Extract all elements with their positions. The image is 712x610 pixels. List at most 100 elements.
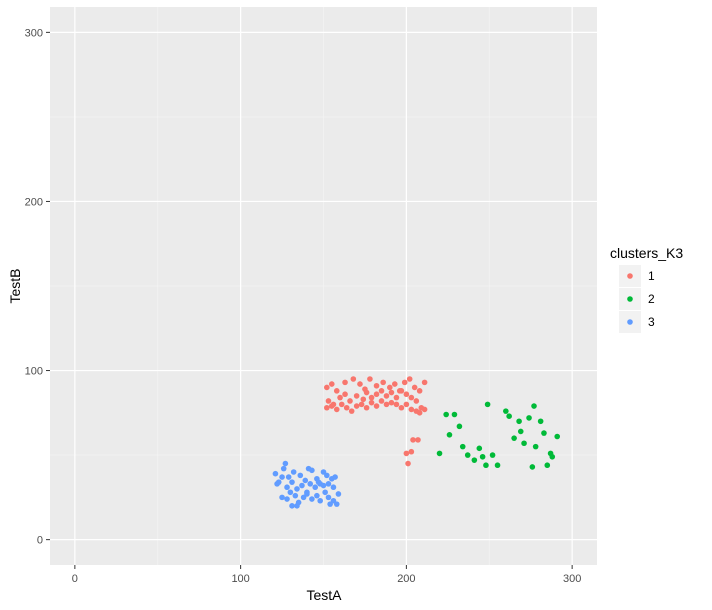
- point-cluster-2: [436, 450, 443, 457]
- point-cluster-3: [285, 474, 292, 480]
- point-cluster-1: [333, 406, 340, 413]
- point-cluster-1: [406, 376, 413, 382]
- point-cluster-2: [479, 453, 486, 460]
- point-cluster-1: [408, 448, 415, 455]
- point-cluster-3: [317, 497, 323, 504]
- point-cluster-1: [403, 391, 410, 398]
- x-axis-ticks: 0 100 200 300: [72, 565, 581, 585]
- point-cluster-1: [342, 391, 348, 398]
- point-cluster-3: [302, 477, 309, 484]
- point-cluster-3: [304, 491, 310, 497]
- point-cluster-1: [383, 393, 390, 399]
- point-cluster-1: [387, 384, 393, 391]
- point-cluster-2: [541, 430, 547, 436]
- point-cluster-3: [287, 489, 294, 496]
- point-cluster-1: [388, 399, 395, 406]
- point-cluster-1: [353, 393, 360, 399]
- x-tick-label: 100: [231, 573, 249, 585]
- point-cluster-3: [335, 491, 342, 497]
- point-cluster-3: [297, 472, 304, 479]
- y-tick-label: 300: [25, 27, 43, 39]
- point-cluster-3: [284, 484, 290, 491]
- point-cluster-1: [405, 460, 411, 467]
- point-cluster-1: [398, 404, 405, 411]
- point-cluster-3: [274, 481, 280, 487]
- point-cluster-2: [471, 457, 478, 463]
- legend-label: 1: [648, 269, 655, 283]
- point-cluster-1: [360, 396, 367, 403]
- y-tick-label: 200: [25, 196, 43, 208]
- point-cluster-1: [363, 404, 370, 411]
- point-cluster-2: [456, 423, 463, 430]
- point-cluster-1: [324, 404, 330, 411]
- major-gridlines: [50, 7, 597, 565]
- point-cluster-1: [367, 376, 373, 382]
- point-cluster-3: [272, 470, 279, 477]
- point-cluster-1: [413, 398, 420, 404]
- point-cluster-3: [307, 481, 314, 487]
- point-cluster-2: [464, 452, 471, 458]
- point-cluster-3: [312, 484, 319, 491]
- point-cluster-3: [289, 479, 295, 485]
- legend-title: clusters_K3: [610, 245, 683, 261]
- y-axis-ticks: 0 100 200 300: [25, 27, 50, 547]
- point-cluster-3: [320, 482, 327, 489]
- point-cluster-3: [314, 492, 320, 499]
- point-cluster-2: [451, 411, 458, 418]
- point-cluster-3: [315, 479, 322, 485]
- point-cluster-1: [391, 381, 398, 387]
- point-cluster-3: [294, 503, 300, 509]
- point-cluster-2: [443, 411, 449, 418]
- point-cluster-3: [289, 503, 295, 509]
- point-cluster-3: [292, 492, 299, 499]
- point-cluster-3: [327, 501, 333, 507]
- point-cluster-1: [373, 382, 380, 389]
- legend-key-point: [627, 319, 633, 325]
- point-cluster-2: [537, 418, 544, 425]
- y-tick-label: 0: [37, 535, 43, 547]
- point-cluster-2: [476, 445, 483, 452]
- point-cluster-1: [368, 399, 375, 406]
- point-cluster-1: [347, 398, 353, 404]
- point-cluster-3: [325, 494, 332, 501]
- point-cluster-2: [506, 413, 512, 420]
- point-cluster-1: [398, 388, 405, 394]
- minor-gridlines: [50, 7, 597, 565]
- x-tick-label: 200: [397, 573, 415, 585]
- point-cluster-1: [325, 398, 332, 404]
- data-points: [272, 376, 561, 509]
- point-cluster-1: [411, 384, 418, 391]
- legend-label: 2: [648, 292, 655, 306]
- y-axis-title: TestB: [7, 268, 23, 303]
- point-cluster-1: [357, 381, 363, 387]
- point-cluster-2: [554, 433, 561, 440]
- point-cluster-1: [383, 401, 390, 408]
- point-cluster-2: [503, 408, 509, 414]
- point-cluster-3: [284, 496, 290, 502]
- point-cluster-1: [363, 389, 370, 396]
- point-cluster-1: [393, 401, 400, 408]
- point-cluster-1: [378, 398, 385, 404]
- x-tick-label: 300: [563, 573, 581, 585]
- point-cluster-2: [521, 440, 527, 447]
- point-cluster-1: [410, 437, 416, 443]
- point-cluster-3: [280, 465, 287, 472]
- point-cluster-2: [516, 418, 522, 425]
- point-cluster-1: [378, 388, 385, 394]
- point-cluster-3: [299, 482, 305, 489]
- point-cluster-1: [348, 408, 355, 414]
- point-cluster-1: [373, 403, 380, 409]
- point-cluster-1: [358, 401, 365, 408]
- point-cluster-1: [403, 450, 410, 457]
- point-cluster-2: [483, 462, 489, 469]
- point-cluster-3: [333, 501, 340, 507]
- point-cluster-1: [324, 384, 330, 391]
- point-cluster-2: [529, 464, 536, 470]
- point-cluster-1: [350, 376, 357, 382]
- legend-keys: 1 2 3: [619, 265, 655, 333]
- y-tick-label: 100: [25, 366, 43, 378]
- point-cluster-2: [459, 443, 466, 450]
- point-cluster-1: [421, 406, 428, 413]
- point-cluster-2: [532, 443, 539, 450]
